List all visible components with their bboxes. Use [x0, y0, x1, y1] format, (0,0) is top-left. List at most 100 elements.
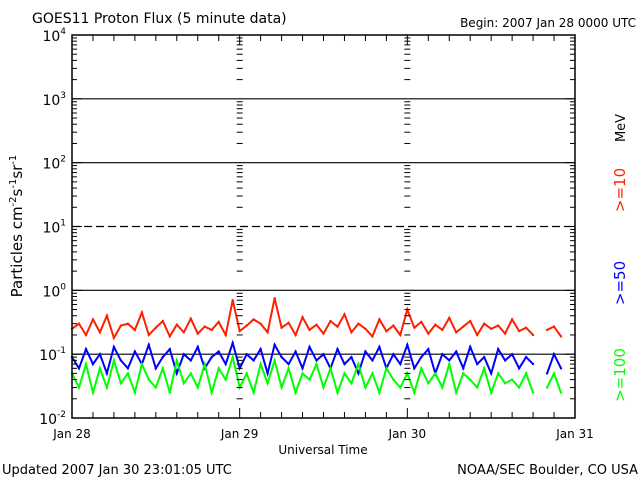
data-point [385, 367, 388, 370]
data-point [273, 359, 276, 362]
data-point [98, 352, 102, 356]
data-point [524, 372, 528, 375]
data-point [301, 315, 304, 319]
y-tick-label: 102 [42, 155, 66, 173]
data-point [161, 367, 165, 370]
data-point [475, 386, 479, 389]
data-point [224, 378, 227, 381]
data-point [238, 329, 241, 333]
data-point [336, 347, 339, 351]
data-point [371, 359, 374, 362]
data-point [217, 367, 220, 370]
data-point [343, 362, 346, 366]
data-point [482, 355, 486, 359]
data-point [469, 378, 472, 381]
data-point [336, 325, 339, 328]
data-point [245, 372, 248, 375]
legend-entry: >=50 [611, 261, 629, 305]
data-point [322, 386, 325, 389]
data-point [406, 343, 409, 347]
data-point [245, 324, 248, 327]
data-point [469, 345, 472, 349]
data-point [217, 350, 220, 353]
data-point [434, 372, 437, 375]
data-point [559, 391, 563, 394]
data-point [175, 359, 178, 362]
data-point [231, 355, 234, 359]
data-point [182, 352, 185, 356]
data-point [252, 318, 255, 321]
series-line-1 [71, 339, 562, 378]
data-point [378, 318, 381, 321]
data-point [448, 362, 451, 366]
data-point [84, 362, 88, 366]
data-point [175, 323, 178, 326]
x-tick-label: Jan 29 [220, 427, 259, 441]
data-point [217, 320, 220, 324]
data-point [510, 318, 514, 321]
data-point [203, 325, 206, 328]
data-point [84, 333, 88, 337]
data-point [482, 322, 486, 325]
data-point [322, 352, 325, 356]
data-point [147, 343, 151, 347]
data-point [112, 336, 116, 340]
chart-title: GOES11 Proton Flux (5 minute data) [32, 11, 287, 27]
data-point [503, 332, 507, 335]
data-point [308, 378, 311, 381]
data-point [552, 352, 556, 356]
data-point [308, 328, 311, 332]
data-point [413, 391, 416, 394]
data-point [252, 359, 255, 362]
y-tick-label: 10-2 [39, 410, 66, 428]
data-point [91, 391, 95, 394]
data-point [182, 382, 185, 385]
data-point [77, 322, 81, 325]
y-tick-label: 101 [42, 219, 66, 237]
data-point [378, 391, 381, 394]
data-point [294, 333, 297, 337]
data-point [168, 335, 172, 338]
data-point [315, 323, 318, 326]
data-point [329, 319, 332, 323]
x-tick-label: Jan 28 [52, 427, 91, 441]
data-point [301, 372, 304, 375]
data-point [552, 372, 556, 375]
y-tick-label: 103 [42, 91, 66, 109]
y-axis-label: Particles cm-2s-1sr-1 [8, 155, 26, 298]
series-group [70, 297, 563, 397]
data-point [427, 332, 430, 335]
data-point [280, 355, 283, 359]
legend-entry: >=100 [611, 348, 629, 402]
data-point [294, 391, 297, 394]
data-point [315, 362, 318, 366]
data-point [392, 352, 395, 356]
data-point [266, 372, 269, 375]
data-point [496, 347, 500, 351]
data-point [545, 328, 549, 332]
data-point [462, 325, 465, 328]
data-point [559, 367, 563, 370]
data-point [371, 335, 374, 338]
data-point [266, 331, 269, 334]
data-point [441, 328, 444, 332]
data-point [455, 331, 458, 334]
data-point [420, 367, 423, 370]
data-point [224, 333, 227, 337]
data-point [322, 332, 325, 335]
data-point [294, 350, 297, 353]
series-line-0 [71, 298, 562, 341]
data-point [259, 322, 262, 325]
x-tick-label: Jan 31 [555, 427, 594, 441]
data-point [140, 311, 144, 314]
data-point [273, 343, 276, 347]
grid-lines [72, 98, 575, 355]
data-point [140, 362, 144, 366]
data-point [224, 362, 227, 366]
data-point [420, 355, 423, 359]
data-point [413, 367, 416, 370]
data-point [196, 386, 199, 389]
x-tick-label: Jan 30 [388, 427, 427, 441]
data-point [196, 332, 199, 335]
